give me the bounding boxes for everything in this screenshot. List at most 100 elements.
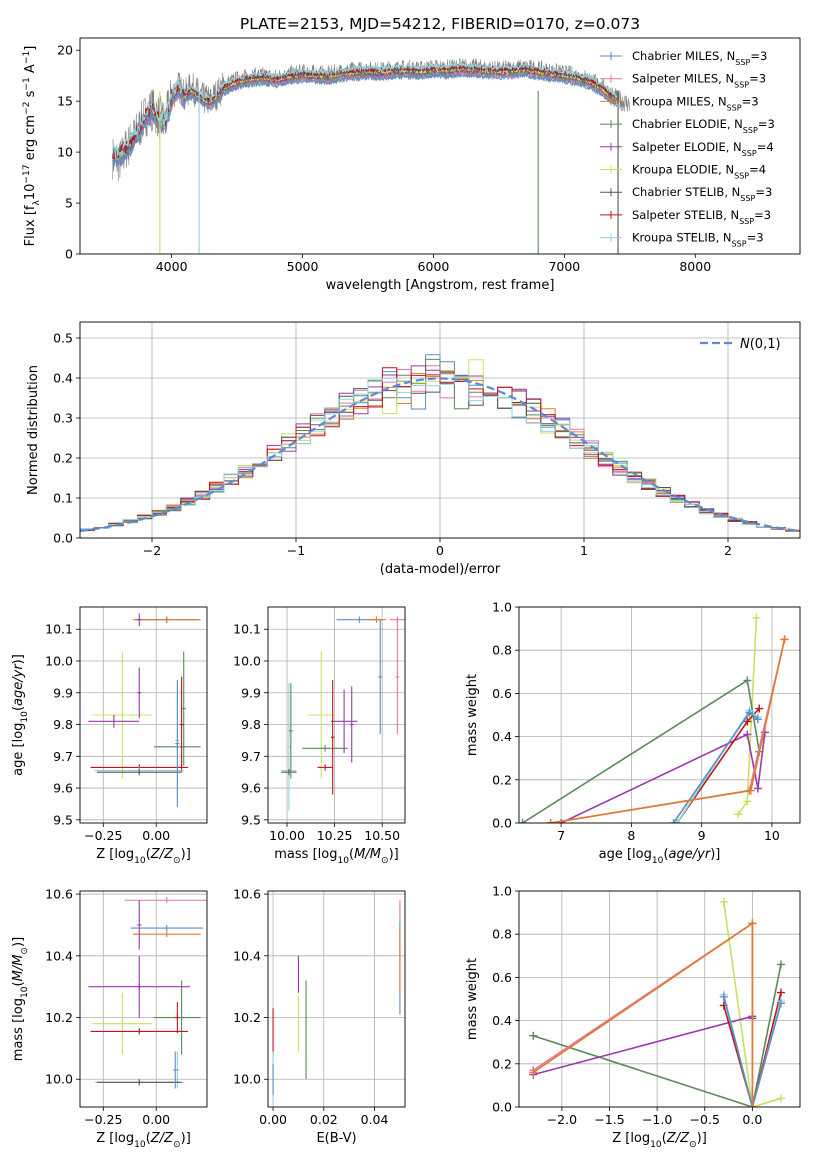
- y-tick-label: 15: [57, 94, 73, 109]
- y-tick-label: 10.1: [45, 622, 73, 637]
- axes: −2.0 −1.5 −1.0 −0.5 0.0 0.0 0.2 0.4 0.6 0.8 1.0 Z […: [465, 884, 800, 1150]
- x-axis-label: wavelength [Angstrom, rest frame]: [326, 278, 555, 293]
- y-tick-label: 0.0: [53, 531, 73, 546]
- y-tick-label: 9.5: [53, 812, 73, 827]
- x-axis-label: age [log10(age/yr)]: [599, 847, 721, 866]
- x-tick-label: 8000: [679, 259, 711, 274]
- mass-weight-marker: [776, 988, 785, 997]
- y-tick-label: 0.6: [492, 970, 512, 985]
- y-tick-label: 9.9: [241, 685, 261, 700]
- x-tick-label: 0: [436, 543, 444, 558]
- model-spectrum-line: [112, 71, 617, 169]
- x-tick-label: 1: [580, 543, 588, 558]
- mass-weight-marker: [748, 1103, 757, 1107]
- axes: −0.25 0.00 9.5 9.6 9.7 9.8 9.9 10.0 10.1 Z [log10…: [11, 607, 207, 866]
- y-tick-label: 10.0: [233, 1072, 261, 1087]
- y-tick-label: 10.0: [45, 1072, 73, 1087]
- x-axis-label: Z [log10(Z/Z⊙)]: [612, 1131, 707, 1150]
- x-tick-label: 9: [698, 828, 706, 843]
- axes: −0.25 0.00 10.0 10.2 10.4 10.6 Z [log10(Z/Z⊙)]…: [11, 887, 207, 1150]
- mass-weight-marker: [529, 1068, 538, 1077]
- x-tick-label: 7000: [548, 259, 580, 274]
- legend-label: Kroupa MILES, NSSP=3: [632, 94, 759, 112]
- x-tick-label: 0.04: [361, 1112, 389, 1127]
- mass-weight-marker: [745, 708, 754, 717]
- y-tick-label: 9.6: [241, 781, 261, 796]
- y-tick-label: 0.4: [492, 1013, 512, 1028]
- y-tick-label: 10.0: [45, 654, 73, 669]
- y-tick-label: 9.5: [241, 812, 261, 827]
- y-tick-label: 0.4: [492, 729, 512, 744]
- mass-weight-marker: [753, 784, 762, 793]
- y-tick-label: 1.0: [492, 600, 512, 615]
- x-tick-label: −1.0: [642, 1112, 672, 1127]
- mass-weight-marker: [743, 676, 752, 685]
- y-tick-label: 0: [65, 247, 73, 262]
- mass-weight-marker: [529, 1031, 538, 1040]
- mass-weight-marker: [746, 786, 755, 795]
- mass-weight-marker: [776, 960, 785, 969]
- x-tick-label: 0.00: [142, 828, 170, 843]
- x-tick-label: 0.02: [310, 1112, 338, 1127]
- mass-weight-marker: [519, 819, 527, 823]
- mass-weight-marker: [780, 635, 789, 644]
- mass-weight-line: [532, 921, 754, 1107]
- model-spectrum-line: [112, 66, 617, 163]
- x-tick-label: 5000: [287, 259, 319, 274]
- model-spectrum-line: [112, 65, 617, 162]
- x-axis-label: E(B-V): [316, 1131, 356, 1146]
- age-vs-Z-panel: −0.25 0.00 9.5 9.6 9.7 9.8 9.9 10.0 10.1 Z [log10…: [11, 606, 208, 866]
- y-axis-label: Flux [fλ10−17 erg cm−2 s−1 A−1]: [22, 46, 42, 247]
- legend-label: Salpeter ELODIE, NSSP=4: [632, 140, 774, 158]
- x-tick-label: 10.25: [317, 828, 353, 843]
- y-tick-label: 0.1: [53, 491, 73, 506]
- axes: 0.00 0.02 0.04 10.0 10.2 10.4 10.6 E(B-V): [233, 887, 405, 1146]
- axes-frame: [79, 606, 208, 824]
- x-axis-label: mass [log10(M/M⊙)]: [274, 847, 398, 866]
- axes-frame: [79, 321, 801, 539]
- y-tick-label: 0.0: [492, 816, 512, 831]
- mass-weight-marker: [673, 819, 682, 823]
- mass-weight-line: [533, 1015, 754, 1076]
- legend: Chabrier MILES, NSSP=3 Salpeter MILES, NS…: [600, 49, 775, 248]
- y-tick-label: 0.5: [53, 331, 73, 346]
- mass-weight-line: [723, 992, 782, 1107]
- y-tick-label: 5: [65, 196, 73, 211]
- y-tick-label: 0.8: [492, 927, 512, 942]
- mass-weight-line: [723, 901, 782, 1107]
- model-spectrum-line: [112, 70, 617, 167]
- x-tick-label: 0.0: [742, 1112, 762, 1127]
- y-axis-label: age [log10(age/yr)]: [11, 654, 30, 776]
- mass-weight-marker: [743, 797, 752, 806]
- legend-label: Kroupa ELODIE, NSSP=4: [632, 163, 766, 181]
- y-tick-label: 0.8: [492, 643, 512, 658]
- x-tick-label: 4000: [156, 259, 188, 274]
- age-vs-mass-panel: 10.00 10.25 10.50 9.5 9.6 9.7 9.8 9.9 10.0 10.1 ma…: [233, 606, 406, 866]
- mass-weight-marker: [719, 897, 728, 906]
- mass-weight-marker: [748, 919, 757, 928]
- y-tick-label: 0.2: [492, 1056, 512, 1071]
- y-tick-label: 9.6: [53, 781, 73, 796]
- y-tick-label: 0.3: [53, 411, 73, 426]
- x-tick-label: 10.50: [364, 828, 400, 843]
- legend-label: Salpeter MILES, NSSP=3: [632, 72, 766, 90]
- y-tick-label: 9.7: [241, 749, 261, 764]
- mass-weight-vs-Z-panel: −2.0 −1.5 −1.0 −0.5 0.0 0.0 0.2 0.4 0.6 0.8 1.0 Z […: [465, 884, 801, 1150]
- axes: 7 8 9 10 0.0 0.2 0.4 0.6 0.8 1.0 age [log10(age/yr…: [465, 600, 800, 866]
- y-tick-label: 0.0: [492, 1100, 512, 1115]
- x-tick-label: −1: [287, 543, 305, 558]
- residuals-panel: −2 −1 0 1 2 0.0 0.1 0.2 0.3 0.4 0.5 (data-model)/er…: [26, 321, 801, 577]
- mass-weight-marker: [755, 704, 764, 713]
- x-tick-label: 10.00: [269, 828, 305, 843]
- x-tick-label: −2: [143, 543, 161, 558]
- legend-label: N(0,1): [740, 337, 781, 352]
- mass-weight-marker: [753, 715, 762, 724]
- axes: 4000 5000 6000 7000 8000 0 5 10 15 20 wavelength […: [22, 43, 711, 293]
- axes-frame: [267, 606, 406, 824]
- model-spectrum-line: [112, 61, 617, 158]
- x-tick-label: 6000: [418, 259, 450, 274]
- mass-weight-marker: [557, 819, 566, 823]
- x-tick-label: −0.5: [690, 1112, 720, 1127]
- y-tick-label: 9.8: [53, 717, 73, 732]
- y-axis-label: Normed distribution: [26, 365, 41, 495]
